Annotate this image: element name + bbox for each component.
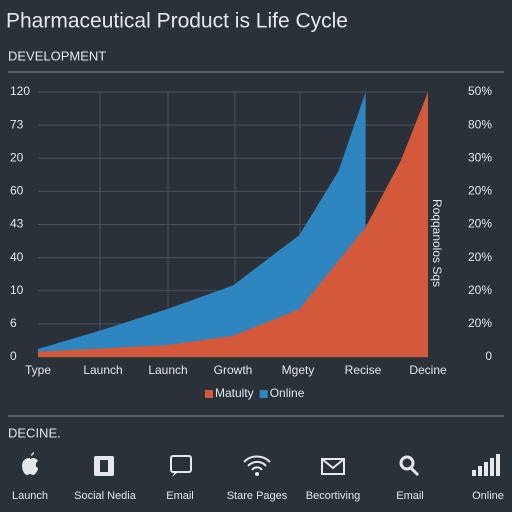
y-tick-label: 60 (10, 184, 24, 198)
legend-swatch (205, 390, 213, 398)
y2-tick-label: 20% (468, 217, 492, 231)
y-tick-label: 40 (10, 250, 24, 264)
y-tick-label: 43 (10, 217, 24, 231)
icon-label: Launch (12, 490, 48, 502)
subtitle: DEVELOPMENT (8, 48, 106, 63)
y-tick-label: 10 (10, 283, 24, 297)
icon-label: Email (166, 490, 194, 502)
x-tick-label: Recise (345, 363, 382, 377)
legend-swatch (259, 390, 268, 398)
y-tick-label: 20 (10, 150, 24, 164)
icon-label: Social Nedia (74, 490, 137, 502)
icon-label: Becortiving (306, 490, 360, 502)
y-tick-label: 6 (10, 316, 17, 330)
icon-label: Email (396, 490, 424, 502)
y-tick-label: 120 (10, 84, 30, 98)
y-tick-label: 73 (10, 117, 24, 131)
icon-label: Online (472, 490, 504, 502)
area (38, 92, 366, 357)
icon-label: Stare Pages (227, 490, 288, 502)
icons (22, 452, 500, 477)
chart: 1207320604340106050%80%30%20%20%20%20%20… (10, 84, 492, 400)
x-tick-label: Mgety (282, 363, 315, 377)
y2-tick-label: 20% (468, 316, 492, 330)
x-tick-label: Launch (83, 363, 122, 377)
title: Pharmaceutical Product is Life Cycle (6, 10, 348, 33)
side-label: Roqqanolos Sqs (430, 199, 444, 287)
y2-tick-label: 20% (468, 184, 492, 198)
x-tick-label: Decine (409, 363, 447, 377)
y2-tick-label: 20% (468, 283, 492, 297)
y-tick-label: 0 (10, 349, 17, 363)
y2-tick-label: 80% (468, 117, 492, 131)
y2-tick-label: 50% (468, 84, 492, 98)
y2-tick-label: 0 (485, 349, 492, 363)
area (38, 92, 428, 357)
y2-tick-label: 30% (468, 150, 492, 164)
x-tick-label: Launch (148, 363, 187, 377)
legend-label: Online (270, 386, 305, 400)
x-tick-label: Type (25, 363, 51, 377)
y2-tick-label: 20% (468, 250, 492, 264)
section-label: DECINE. (8, 425, 61, 440)
legend-label: Matulty (215, 386, 254, 400)
x-tick-label: Growth (214, 363, 253, 377)
